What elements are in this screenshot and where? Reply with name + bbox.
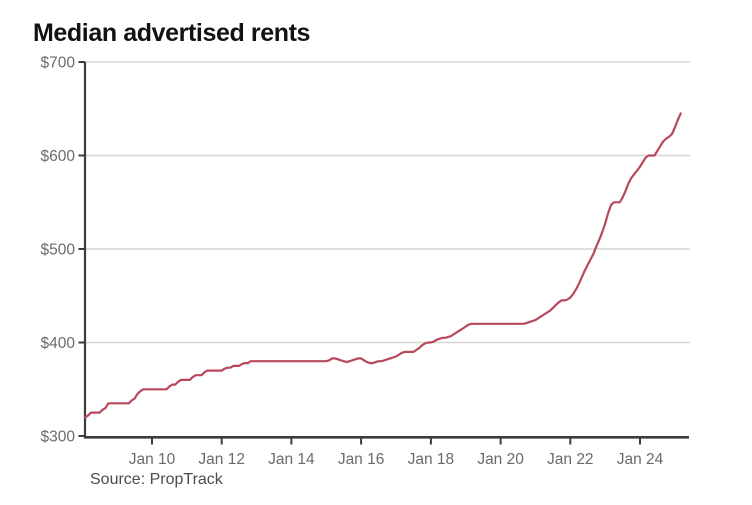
x-tick-label: Jan 24 bbox=[617, 451, 664, 468]
chart-title: Median advertised rents bbox=[33, 19, 311, 47]
y-tick-label: $700 bbox=[41, 55, 76, 72]
x-tick-label: Jan 14 bbox=[268, 451, 315, 468]
y-tick-label: $500 bbox=[41, 242, 76, 259]
source-note: Source: PropTrack bbox=[90, 471, 223, 488]
x-tick-label: Jan 20 bbox=[477, 451, 524, 468]
x-tick-label: Jan 18 bbox=[408, 451, 455, 468]
x-tick-label: Jan 10 bbox=[129, 451, 176, 468]
y-tick-label: $600 bbox=[41, 148, 76, 165]
y-tick-label: $300 bbox=[41, 429, 76, 446]
y-tick-label: $400 bbox=[41, 335, 76, 352]
rent-line-series bbox=[84, 112, 682, 419]
x-tick-label: Jan 12 bbox=[198, 451, 245, 468]
x-tick-label: Jan 22 bbox=[547, 451, 594, 468]
x-tick-label: Jan 16 bbox=[338, 451, 385, 468]
